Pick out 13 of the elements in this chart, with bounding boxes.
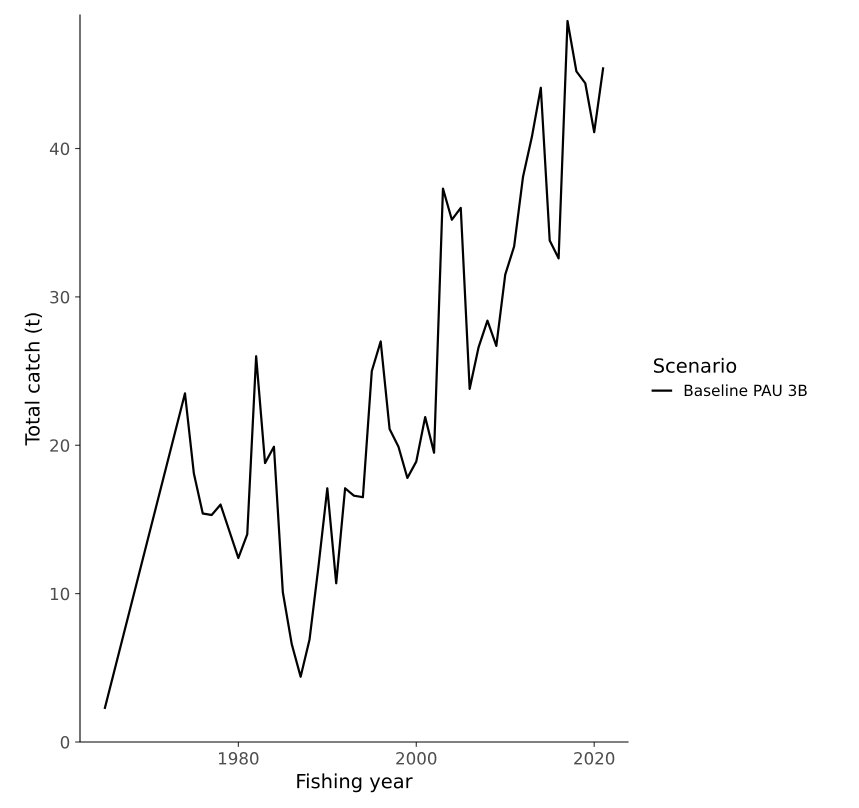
line-series: [104, 20, 604, 709]
legend-label: Baseline PAU 3B: [684, 384, 807, 396]
y-tick-label: 20: [50, 439, 70, 452]
x-tick-label: 2020: [574, 752, 614, 765]
y-axis-title: Total catch (t): [24, 313, 42, 446]
x-axis-title: Fishing year: [297, 773, 413, 792]
legend-title: Scenario: [654, 358, 736, 373]
x-tick-label: 2000: [396, 752, 436, 765]
y-tick-label: 0: [60, 736, 70, 749]
y-tick-label: 40: [50, 142, 70, 156]
x-tick-label: 1980: [218, 752, 258, 765]
y-tick-label: 30: [50, 290, 70, 304]
y-tick-label: 10: [50, 588, 70, 600]
